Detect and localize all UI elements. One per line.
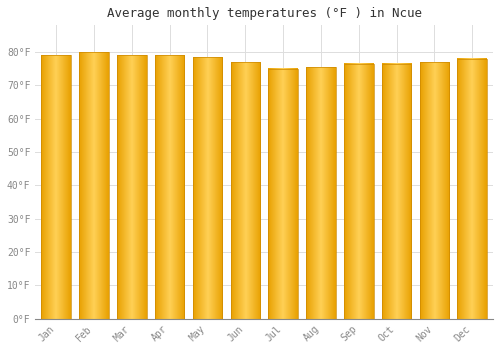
Bar <box>155 55 184 318</box>
Bar <box>117 55 146 318</box>
Bar <box>268 69 298 318</box>
Bar <box>382 64 412 318</box>
Bar <box>306 67 336 318</box>
Title: Average monthly temperatures (°F ) in Ncue: Average monthly temperatures (°F ) in Nc… <box>106 7 422 20</box>
Bar <box>192 57 222 318</box>
Bar <box>42 55 71 318</box>
Bar <box>79 52 108 318</box>
Bar <box>344 64 374 318</box>
Bar <box>420 62 449 318</box>
Bar <box>458 58 487 318</box>
Bar <box>230 62 260 318</box>
